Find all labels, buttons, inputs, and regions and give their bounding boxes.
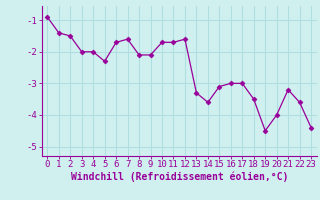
X-axis label: Windchill (Refroidissement éolien,°C): Windchill (Refroidissement éolien,°C) xyxy=(70,172,288,182)
